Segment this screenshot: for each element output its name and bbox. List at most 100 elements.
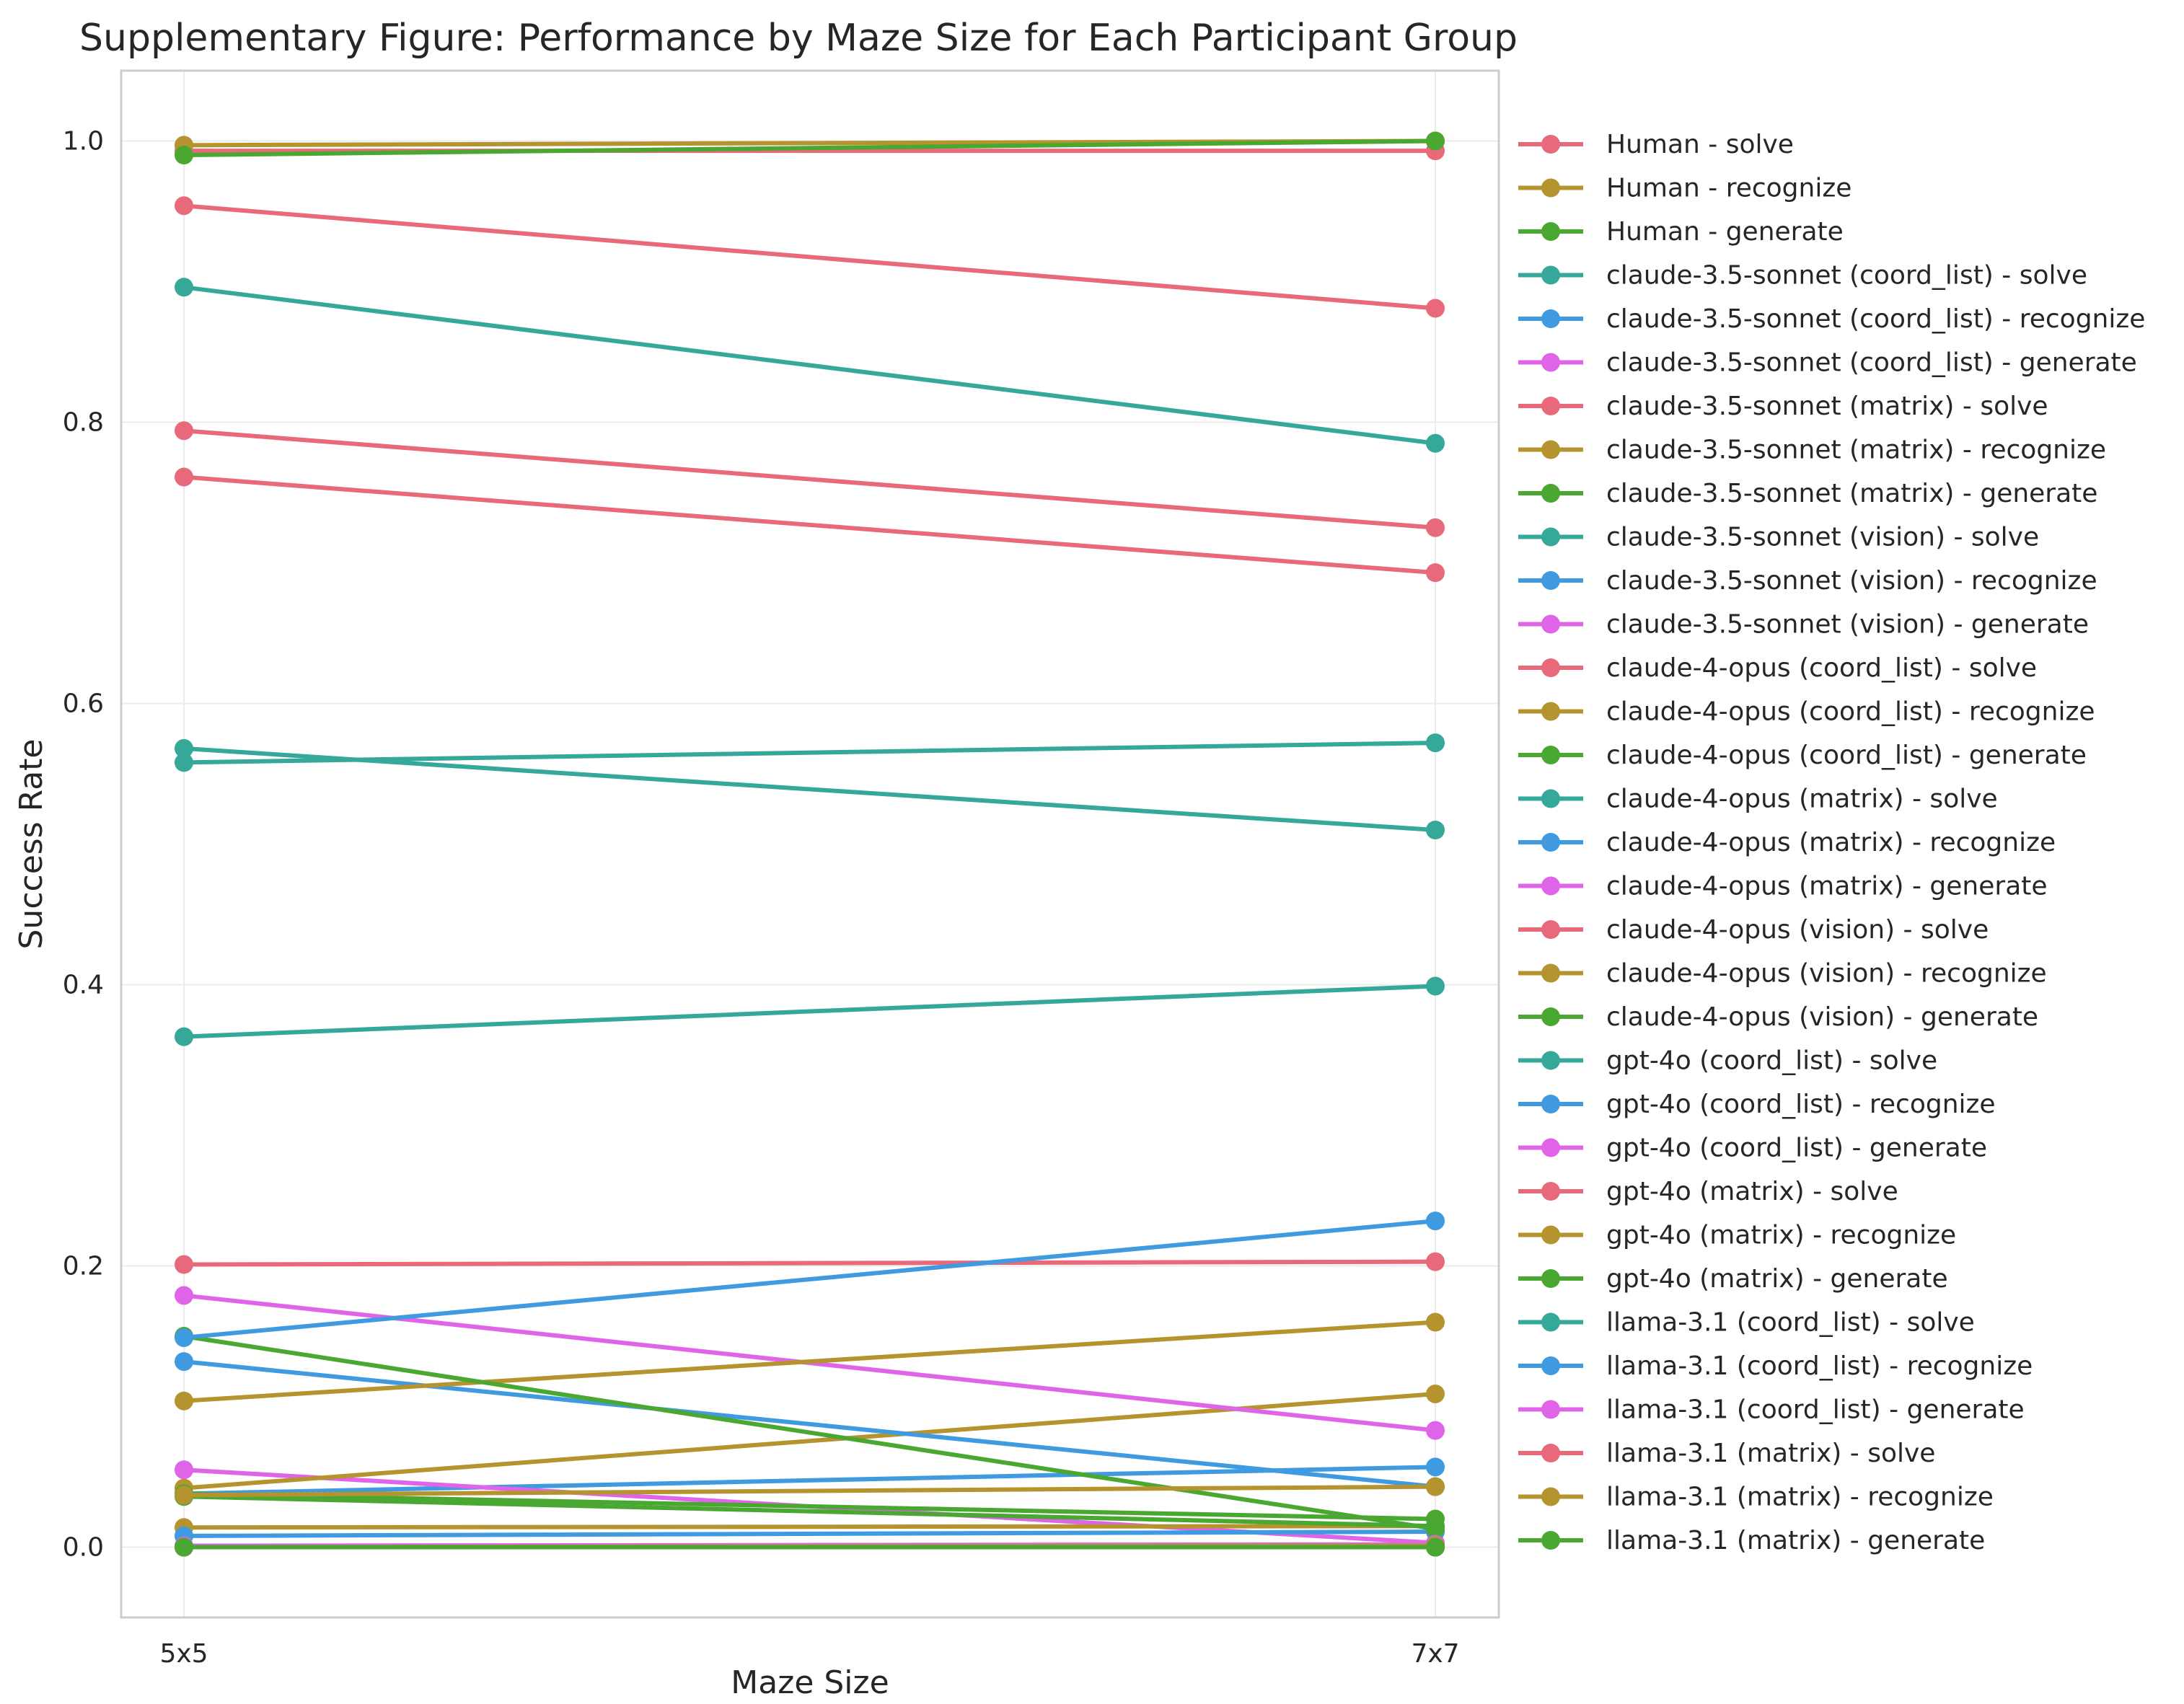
legend-item: claude-4-opus (coord_list) - recognize [1518,697,2095,727]
series [175,733,1445,772]
legend-label: Human - solve [1606,130,1794,159]
series-line [183,1529,1436,1538]
legend-item: claude-3.5-sonnet (coord_list) - solve [1518,261,2087,291]
legend-item: Human - recognize [1518,174,1851,203]
data-point [175,1328,193,1347]
data-point [1426,1211,1445,1231]
legend-item: gpt-4o (matrix) - recognize [1518,1221,1956,1250]
series-line [183,1484,1436,1498]
legend-swatch-marker [1541,1138,1560,1157]
legend-item: claude-3.5-sonnet (coord_list) - recogni… [1518,304,2145,334]
legend-label: claude-3.5-sonnet (coord_list) - recogni… [1606,304,2145,334]
data-point [175,1391,193,1411]
legend-label: claude-3.5-sonnet (vision) - recognize [1606,566,2097,596]
data-point [175,1352,193,1372]
legend-label: gpt-4o (coord_list) - recognize [1606,1090,1996,1119]
data-point [175,738,193,758]
series [175,1312,1445,1411]
series-line [183,1259,1436,1267]
data-point [175,753,193,772]
legend-swatch-marker [1541,789,1560,808]
legend-item: llama-3.1 (matrix) - generate [1518,1526,1985,1555]
legend-item: llama-3.1 (coord_list) - solve [1518,1308,1975,1338]
legend-label: claude-3.5-sonnet (matrix) - solve [1606,392,2048,421]
data-point [175,1460,193,1480]
y-tick-label: 0.6 [63,689,104,719]
series [175,467,1445,583]
series-line [183,203,1436,311]
legend-swatch-marker [1541,527,1560,547]
y-tick-label: 0.0 [63,1533,104,1563]
legend-item: llama-3.1 (matrix) - solve [1518,1439,1935,1468]
legend-label: claude-4-opus (vision) - solve [1606,915,1989,945]
data-point [1426,1537,1445,1557]
data-point [175,1255,193,1274]
legend-item: llama-3.1 (matrix) - recognize [1518,1483,1994,1512]
series-line [183,746,1436,832]
legend-label: llama-3.1 (matrix) - solve [1606,1439,1935,1468]
data-point [175,1486,193,1505]
x-tick-label: 5x5 [159,1639,208,1669]
data-point [1426,1457,1445,1477]
legend-swatch-marker [1541,1400,1560,1419]
series-line [183,1494,1436,1529]
legend-swatch-marker [1541,963,1560,983]
series-line [183,428,1436,530]
series [175,1211,1445,1347]
data-point [1426,976,1445,996]
legend-swatch-marker [1541,1269,1560,1288]
data-point [1426,433,1445,453]
legend-item: claude-4-opus (coord_list) - generate [1518,741,2087,770]
data-point [1426,1477,1445,1496]
legend-label: llama-3.1 (matrix) - generate [1606,1526,1985,1555]
legend-swatch-marker [1541,833,1560,852]
legend-swatch-marker [1541,702,1560,721]
legend-label: claude-3.5-sonnet (matrix) - generate [1606,479,2097,508]
legend-label: claude-4-opus (matrix) - solve [1606,785,1998,814]
legend-item: gpt-4o (coord_list) - recognize [1518,1090,1996,1119]
legend-swatch-marker [1541,571,1560,590]
legend-item: claude-4-opus (coord_list) - solve [1518,653,2037,683]
legend-item: llama-3.1 (coord_list) - recognize [1518,1351,2033,1381]
data-point [175,146,193,164]
legend-swatch-marker [1541,265,1560,285]
data-point [1426,1252,1445,1271]
series-line [183,1491,1436,1522]
legend-swatch-marker [1541,222,1560,241]
data-point [1426,1421,1445,1440]
series-line [183,1334,1436,1532]
series [175,1252,1445,1274]
series-line [183,984,1436,1039]
legend-item: gpt-4o (coord_list) - generate [1518,1134,1987,1163]
legend-label: llama-3.1 (coord_list) - generate [1606,1395,2025,1425]
legend-swatch-marker [1541,309,1560,328]
legend-swatch-marker [1541,178,1560,198]
legend-item: claude-3.5-sonnet (matrix) - recognize [1518,436,2106,465]
legend-swatch-marker [1541,440,1560,459]
legend-item: claude-4-opus (matrix) - generate [1518,872,2048,901]
legend-item: claude-4-opus (vision) - generate [1518,1002,2038,1032]
data-point [1426,131,1445,151]
legend-item: gpt-4o (coord_list) - solve [1518,1046,1937,1076]
series-line [183,1219,1436,1340]
series-group [175,131,1445,1557]
legend-item: claude-3.5-sonnet (coord_list) - generat… [1518,348,2137,378]
legend-swatch-marker [1541,1487,1560,1506]
series [175,421,1445,537]
y-tick-label: 0.4 [63,971,104,1000]
legend-swatch-marker [1541,920,1560,939]
x-axis-label: Maze Size [731,1664,889,1701]
legend-item: gpt-4o (matrix) - generate [1518,1264,1948,1294]
legend-label: gpt-4o (coord_list) - generate [1606,1134,1987,1163]
legend-swatch-marker [1541,135,1560,154]
legend-swatch-marker [1541,1444,1560,1462]
series-line [183,741,1436,765]
legend-item: claude-3.5-sonnet (vision) - generate [1518,610,2089,640]
legend-item: claude-4-opus (vision) - recognize [1518,959,2047,989]
legend-item: Human - solve [1518,130,1794,159]
legend-item: Human - generate [1518,217,1844,247]
legend-swatch-marker [1541,1531,1560,1550]
legend-label: claude-4-opus (coord_list) - solve [1606,653,2037,683]
legend-swatch-marker [1541,876,1560,896]
legend-label: claude-4-opus (vision) - recognize [1606,959,2047,989]
